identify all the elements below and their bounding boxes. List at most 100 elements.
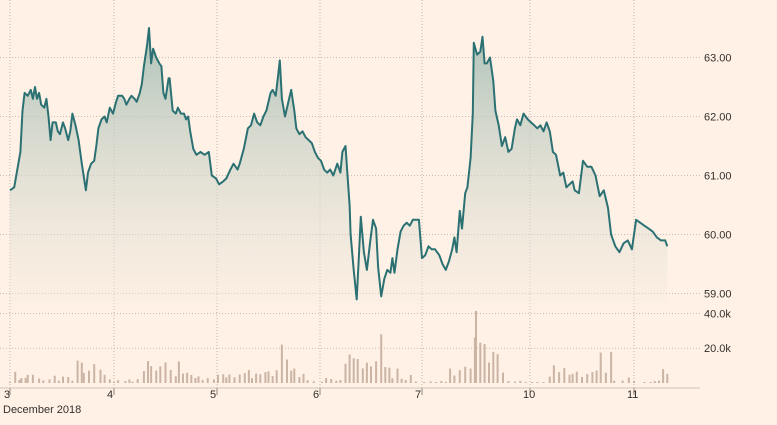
volume-bar — [475, 310, 477, 383]
volume-bar — [290, 370, 293, 383]
volume-bar — [352, 358, 355, 383]
x-tick-label: 5 — [210, 389, 216, 401]
volume-bar — [159, 366, 162, 383]
volume-bar — [62, 376, 64, 383]
y-tick-label: 61.00 — [704, 171, 732, 183]
volume-bar — [53, 375, 56, 383]
volume-bar — [280, 344, 283, 383]
volume-bar — [186, 372, 189, 383]
volume-bar — [662, 369, 665, 383]
volume-bar — [552, 365, 555, 383]
volume-bar — [339, 380, 342, 383]
volume-bar — [649, 382, 652, 383]
volume-bar — [613, 380, 616, 383]
volume-bar — [330, 379, 333, 383]
volume-bar — [365, 362, 368, 383]
volume-bar — [20, 378, 23, 383]
volume-bar — [384, 367, 387, 383]
gridlines — [0, 0, 700, 395]
volume-bar — [233, 377, 236, 383]
volume-bar — [131, 381, 134, 383]
volume-bar — [658, 380, 660, 383]
volume-bar — [271, 376, 274, 383]
volume-bar — [225, 377, 228, 383]
volume-bar — [643, 382, 646, 383]
volume-bar — [182, 373, 184, 383]
volume-bar — [325, 378, 328, 383]
price-line — [9, 27, 669, 301]
volume-bar — [479, 342, 482, 383]
volume-bar — [348, 354, 351, 383]
volume-bar — [194, 378, 197, 383]
volume-bar — [519, 380, 522, 383]
volume-bar — [473, 337, 476, 383]
volume-bar — [469, 368, 472, 383]
volume-bar — [264, 372, 267, 383]
volume-bar — [206, 378, 209, 383]
y-tick-label: 62.00 — [704, 112, 732, 124]
volume-bar — [400, 378, 403, 383]
volume-bar — [575, 371, 578, 383]
volume-bar — [302, 374, 305, 383]
volume-bars — [9, 310, 669, 383]
volume-bar — [88, 370, 90, 383]
volume-bar — [344, 363, 347, 383]
volume-bar — [458, 370, 461, 383]
volume-bar — [155, 370, 158, 383]
axis-labels: 59.00 60.00 61.00 62.00 63.00 20.0k 40.0k 3 4 5 6 7… — [3, 53, 732, 417]
volume-bar — [429, 381, 432, 383]
volume-bar — [201, 379, 204, 383]
volume-bar — [492, 351, 495, 383]
volume-bar — [563, 368, 566, 383]
volume-bar — [496, 354, 499, 383]
volume-bar — [14, 371, 17, 383]
volume-bar — [57, 380, 60, 383]
volume-bar — [103, 374, 106, 383]
volume-bar — [177, 361, 180, 383]
volume-bar — [444, 381, 447, 383]
volume-bar — [228, 374, 231, 383]
volume-bar — [335, 380, 338, 383]
volume-bar — [67, 377, 70, 383]
volume-bar — [259, 374, 262, 383]
volume-bar — [404, 379, 407, 383]
volume-bar — [627, 377, 630, 383]
volume-bar — [558, 372, 561, 383]
volume-bar — [423, 382, 426, 383]
x-tick-label: 10 — [523, 389, 535, 401]
volume-bar — [621, 380, 624, 383]
price-area-fill — [10, 28, 668, 305]
volume-bar — [571, 373, 574, 383]
volume-bar — [9, 382, 11, 383]
volume-bar — [275, 370, 278, 383]
volume-bar — [82, 372, 85, 383]
volume-bar — [48, 379, 51, 383]
volume-bar — [409, 375, 412, 383]
volume-bar — [217, 374, 219, 383]
volume-bar — [93, 364, 96, 383]
volume-bar — [414, 381, 417, 383]
volume-bar — [548, 376, 551, 383]
volume-bar — [356, 359, 359, 383]
volume-bar — [80, 362, 83, 383]
x-tick-label: 4 — [107, 389, 113, 401]
volume-bar — [197, 376, 200, 383]
y-tick-label: 63.00 — [704, 53, 732, 65]
volume-bar — [26, 374, 29, 383]
volume-bar — [174, 376, 177, 383]
volume-bar — [453, 375, 456, 383]
volume-bar — [388, 367, 391, 383]
volume-bar — [591, 372, 594, 383]
volume-bar — [542, 382, 545, 383]
volume-bar — [238, 374, 241, 383]
y-tick-label: 59.00 — [704, 289, 732, 301]
volume-bar — [653, 381, 656, 383]
volume-bar — [312, 381, 315, 383]
x-tick-label: 3 — [4, 389, 10, 401]
volume-bar — [610, 352, 613, 383]
volume-bar — [440, 380, 443, 383]
volume-bar — [42, 380, 45, 383]
volume-bar — [76, 360, 79, 383]
volume-bar — [128, 379, 131, 383]
price-area — [9, 27, 669, 305]
